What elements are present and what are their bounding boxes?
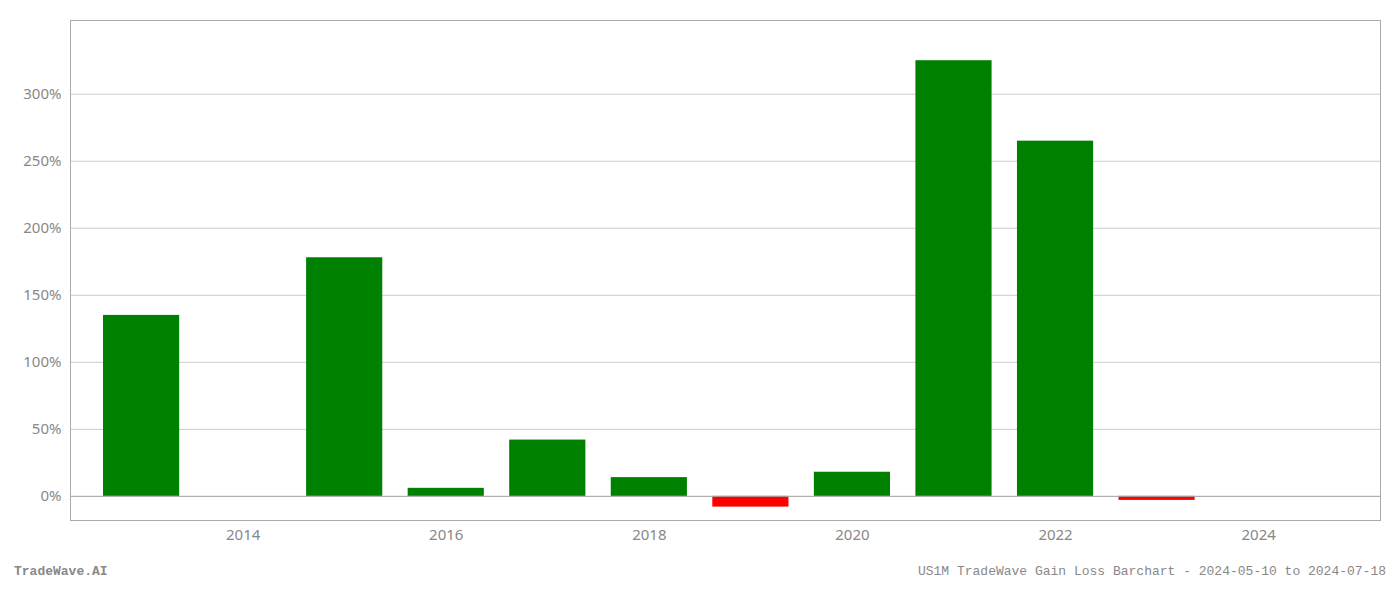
svg-text:2018: 2018: [632, 524, 666, 544]
svg-text:2014: 2014: [226, 524, 261, 544]
svg-text:250%: 250%: [23, 150, 61, 170]
svg-text:300%: 300%: [23, 83, 61, 103]
svg-text:2020: 2020: [835, 524, 869, 544]
svg-text:2016: 2016: [429, 524, 463, 544]
svg-text:2022: 2022: [1038, 524, 1072, 544]
svg-text:50%: 50%: [32, 418, 62, 438]
svg-text:100%: 100%: [23, 351, 61, 371]
svg-text:0%: 0%: [40, 485, 61, 505]
html-text:TradeWave.AI: TradeWave.AI: [14, 564, 108, 579]
svg-text:200%: 200%: [23, 217, 61, 237]
svg-text:150%: 150%: [23, 284, 61, 304]
svg-text:2024: 2024: [1241, 524, 1276, 544]
html-text:US1M TradeWave Gain Loss Barch: US1M TradeWave Gain Loss Barchart - 2024…: [917, 564, 1386, 579]
